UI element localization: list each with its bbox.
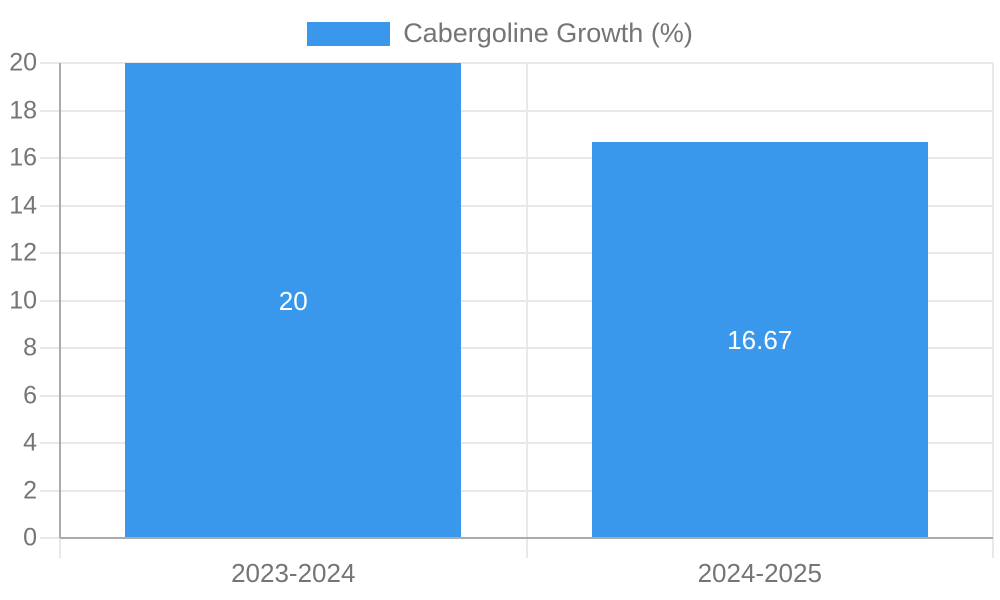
y-tick-mark <box>40 489 60 492</box>
legend[interactable]: Cabergoline Growth (%) <box>0 18 1000 49</box>
y-tick-label: 12 <box>9 238 37 267</box>
y-axis-line <box>59 63 61 538</box>
x-tick-mark <box>59 538 61 558</box>
bar-value-label: 16.67 <box>727 325 793 356</box>
y-tick-label: 10 <box>9 286 37 314</box>
plot-area: 0 2 4 6 8 10 12 14 16 18 20 20 2023-2024 16.67 2024-20… <box>9 50 994 586</box>
legend-label: Cabergoline Growth (%) <box>403 18 693 48</box>
gridline-vertical <box>992 63 994 538</box>
y-tick-mark <box>40 157 60 159</box>
legend-swatch-icon <box>307 21 391 46</box>
y-tick-label: 2 <box>23 476 37 504</box>
y-tick-label: 16 <box>9 143 37 172</box>
y-tick-mark <box>40 537 60 539</box>
y-tick-mark <box>40 299 60 302</box>
y-tick-label: 0 <box>23 523 37 552</box>
bar-2024-2025[interactable] <box>591 142 928 538</box>
bar-value-label: 20 <box>278 285 308 316</box>
y-tick-mark <box>40 252 60 254</box>
y-tick-label: 20 <box>9 48 37 77</box>
x-tick-mark <box>525 538 528 558</box>
y-tick-label: 4 <box>23 428 37 457</box>
y-tick-mark <box>40 204 60 207</box>
y-tick-label: 6 <box>23 381 37 409</box>
y-tick-label: 14 <box>9 191 37 219</box>
gridline-vertical <box>525 63 528 538</box>
bar-2023-2024[interactable] <box>125 63 462 538</box>
x-tick-label: 2023-2024 <box>231 558 356 588</box>
y-tick-label: 18 <box>9 96 37 124</box>
y-tick-mark <box>40 394 60 397</box>
y-tick-mark <box>40 442 60 444</box>
x-tick-label: 2024-2025 <box>697 558 822 588</box>
y-tick-mark <box>40 109 60 112</box>
x-tick-mark <box>992 538 994 558</box>
y-tick-mark <box>40 62 60 64</box>
y-tick-mark <box>40 347 60 349</box>
y-tick-label: 8 <box>23 333 37 362</box>
x-axis-baseline <box>60 537 993 539</box>
